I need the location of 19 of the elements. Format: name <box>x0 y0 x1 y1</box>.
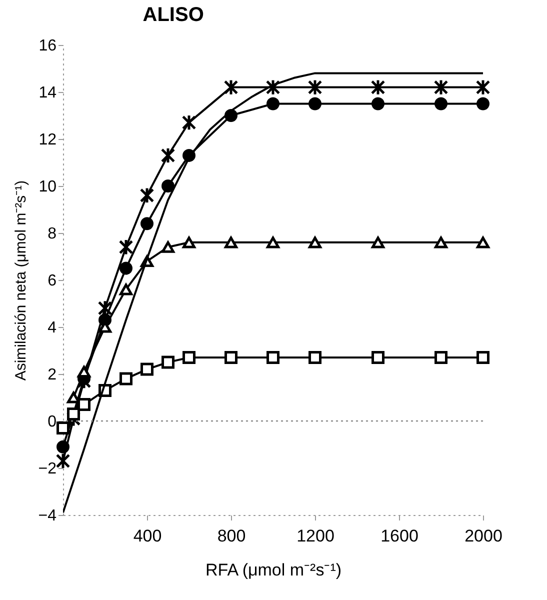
x-tick-label: 2000 <box>464 526 502 546</box>
y-axis-title: Asimilación neta (μmol m⁻²s⁻¹) <box>12 180 30 381</box>
x-axis-title: RFA (μmol m⁻²s⁻¹) <box>205 560 342 580</box>
x-tick-label: 1600 <box>380 526 418 546</box>
y-tick-label: 8 <box>48 226 57 242</box>
y-tick-label: 0 <box>48 414 57 430</box>
y-tick-label: 4 <box>48 320 57 336</box>
chart-title: ALISO <box>142 4 204 26</box>
y-tick-label: 2 <box>48 366 57 384</box>
x-tick-label: 800 <box>217 526 246 546</box>
y-tick-label: −2 <box>38 460 57 478</box>
y-tick-label: 10 <box>38 178 57 196</box>
y-tick-label: −4 <box>38 508 57 524</box>
x-tick-label: 1200 <box>296 526 334 546</box>
y-tick-label: 14 <box>38 84 57 102</box>
y-tick-label: 12 <box>38 132 57 148</box>
y-tick-label: 6 <box>48 272 57 290</box>
y-tick-label: 16 <box>38 38 57 54</box>
x-tick-label: 400 <box>133 526 162 546</box>
